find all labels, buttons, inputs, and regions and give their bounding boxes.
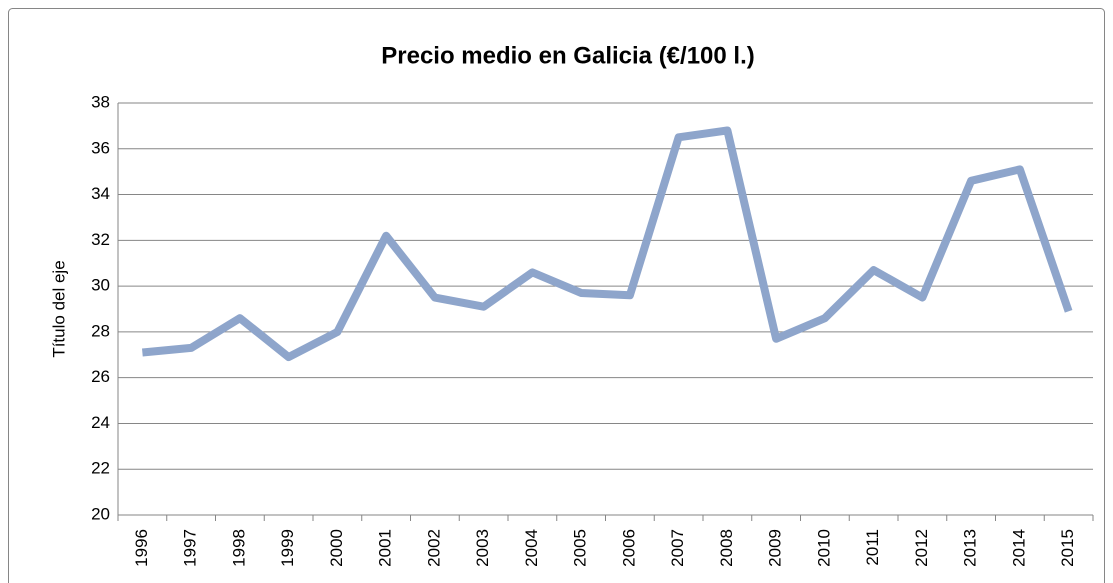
chart-title: Precio medio en Galicia (€/100 l.): [381, 42, 755, 69]
x-tick-label: 2015: [1058, 529, 1077, 567]
y-tick-label: 24: [91, 413, 110, 432]
x-tick-label: 2006: [619, 529, 638, 567]
x-tick-label: 2009: [766, 529, 785, 567]
x-tick-label: 2013: [961, 529, 980, 567]
x-tick-label: 2004: [522, 529, 541, 567]
x-tick-label: 2011: [863, 529, 882, 566]
line-series: [142, 126, 1073, 362]
x-tick-label: 2008: [717, 529, 736, 567]
y-tick-label: 34: [91, 184, 110, 203]
y-tick-label: 22: [91, 459, 110, 478]
x-tick-label: 1996: [132, 529, 151, 567]
x-tick-label: 2001: [376, 529, 395, 567]
y-tick-label: 38: [91, 92, 110, 111]
x-tick-label: 2002: [424, 529, 443, 567]
x-tick-label: 1998: [229, 529, 248, 567]
y-tick-label: 26: [91, 367, 110, 386]
x-tick-label: 1999: [278, 529, 297, 567]
x-tick-label: 2012: [912, 529, 931, 567]
x-tick-label: 2014: [1009, 529, 1028, 567]
x-tick-label: 2007: [668, 529, 687, 567]
y-tick-label: 32: [91, 230, 110, 249]
y-axis-title: Título del eje: [49, 260, 68, 357]
chart-frame: [8, 8, 1105, 583]
y-tick-label: 30: [91, 276, 110, 295]
x-tick-label: 2003: [473, 529, 492, 567]
y-tick-label: 20: [91, 504, 110, 523]
x-tick-label: 2010: [814, 529, 833, 567]
y-tick-label: 36: [91, 138, 110, 157]
y-tick-label: 28: [91, 321, 110, 340]
x-tick-label: 2005: [571, 529, 590, 567]
x-tick-label: 2000: [327, 529, 346, 567]
x-tick-label: 1997: [181, 529, 200, 567]
